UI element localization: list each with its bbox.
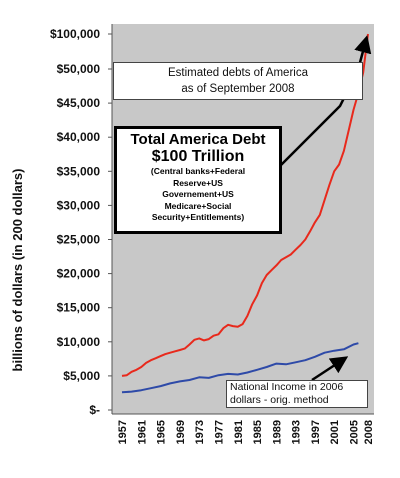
total-debt-detail-4: Medicare+Social [164, 200, 232, 211]
x-tick-label: 1993 [291, 420, 303, 444]
total-debt-box: Total America Debt $100 Trillion (Centra… [114, 126, 282, 234]
y-tick-label: $25,000 [57, 233, 101, 247]
y-tick-label: $20,000 [57, 267, 101, 281]
x-tick-label: 1981 [233, 420, 245, 444]
y-tick-label: $35,000 [57, 164, 101, 178]
series-line-income [121, 342, 359, 394]
x-tick-label: 1969 [175, 420, 187, 444]
y-tick-label: $45,000 [57, 96, 101, 110]
x-tick-label: 2008 [363, 420, 375, 444]
y-tick-label: $- [89, 403, 100, 417]
income-arrow [311, 356, 349, 382]
y-axis-ticks: $- $5,000 $10,000 $15,000 $20,000 $25,000 $30,… [50, 27, 112, 417]
y-tick-label: $5,000 [63, 369, 100, 383]
x-tick-label: 2005 [349, 420, 361, 444]
y-axis-label: billions of dollars (in 200 dollars) [10, 169, 25, 372]
x-tick-label: 1985 [252, 420, 264, 444]
x-axis-ticks: 1957 1961 1965 1969 1973 1977 1981 1985 1989 1993… [117, 420, 375, 444]
total-debt-amount: $100 Trillion [151, 148, 245, 165]
x-tick-label: 1997 [310, 420, 322, 444]
total-debt-detail-1: (Central banks+Federal [150, 166, 246, 176]
total-debt-detail-2: Reserve+US [173, 177, 223, 188]
income-line-2: dollars - orig. method [230, 394, 329, 406]
total-debt-heading: Total America Debt [130, 131, 266, 148]
series-layer [121, 33, 369, 394]
y-tick-label: $30,000 [57, 198, 101, 212]
x-tick-label: 1965 [156, 420, 168, 444]
y-tick-label: $100,000 [50, 27, 100, 41]
y-tick-label: $50,000 [57, 62, 101, 76]
x-tick-label: 1989 [271, 420, 283, 444]
x-tick-label: 1961 [136, 420, 148, 444]
x-tick-label: 1957 [117, 420, 129, 444]
title-line-1: Estimated debts of America [168, 67, 308, 79]
y-tick-label: $15,000 [57, 301, 101, 315]
total-debt-detail-5: Security+Entitlements) [151, 212, 245, 222]
chart-title-box: Estimated debts of America as of Septemb… [113, 62, 363, 100]
x-tick-label: 1977 [213, 420, 225, 444]
national-income-box: National Income in 2006 dollars - orig. … [226, 380, 368, 408]
income-line-1: National Income in 2006 [230, 381, 344, 393]
x-tick-label: 2001 [329, 420, 341, 444]
series-line-debt [121, 33, 369, 377]
total-debt-detail-3: Governement+US [162, 189, 234, 199]
title-line-2: as of September 2008 [181, 83, 295, 95]
y-tick-label: $40,000 [57, 130, 101, 144]
y-tick-label: $10,000 [57, 335, 101, 349]
x-tick-label: 1973 [194, 420, 206, 444]
